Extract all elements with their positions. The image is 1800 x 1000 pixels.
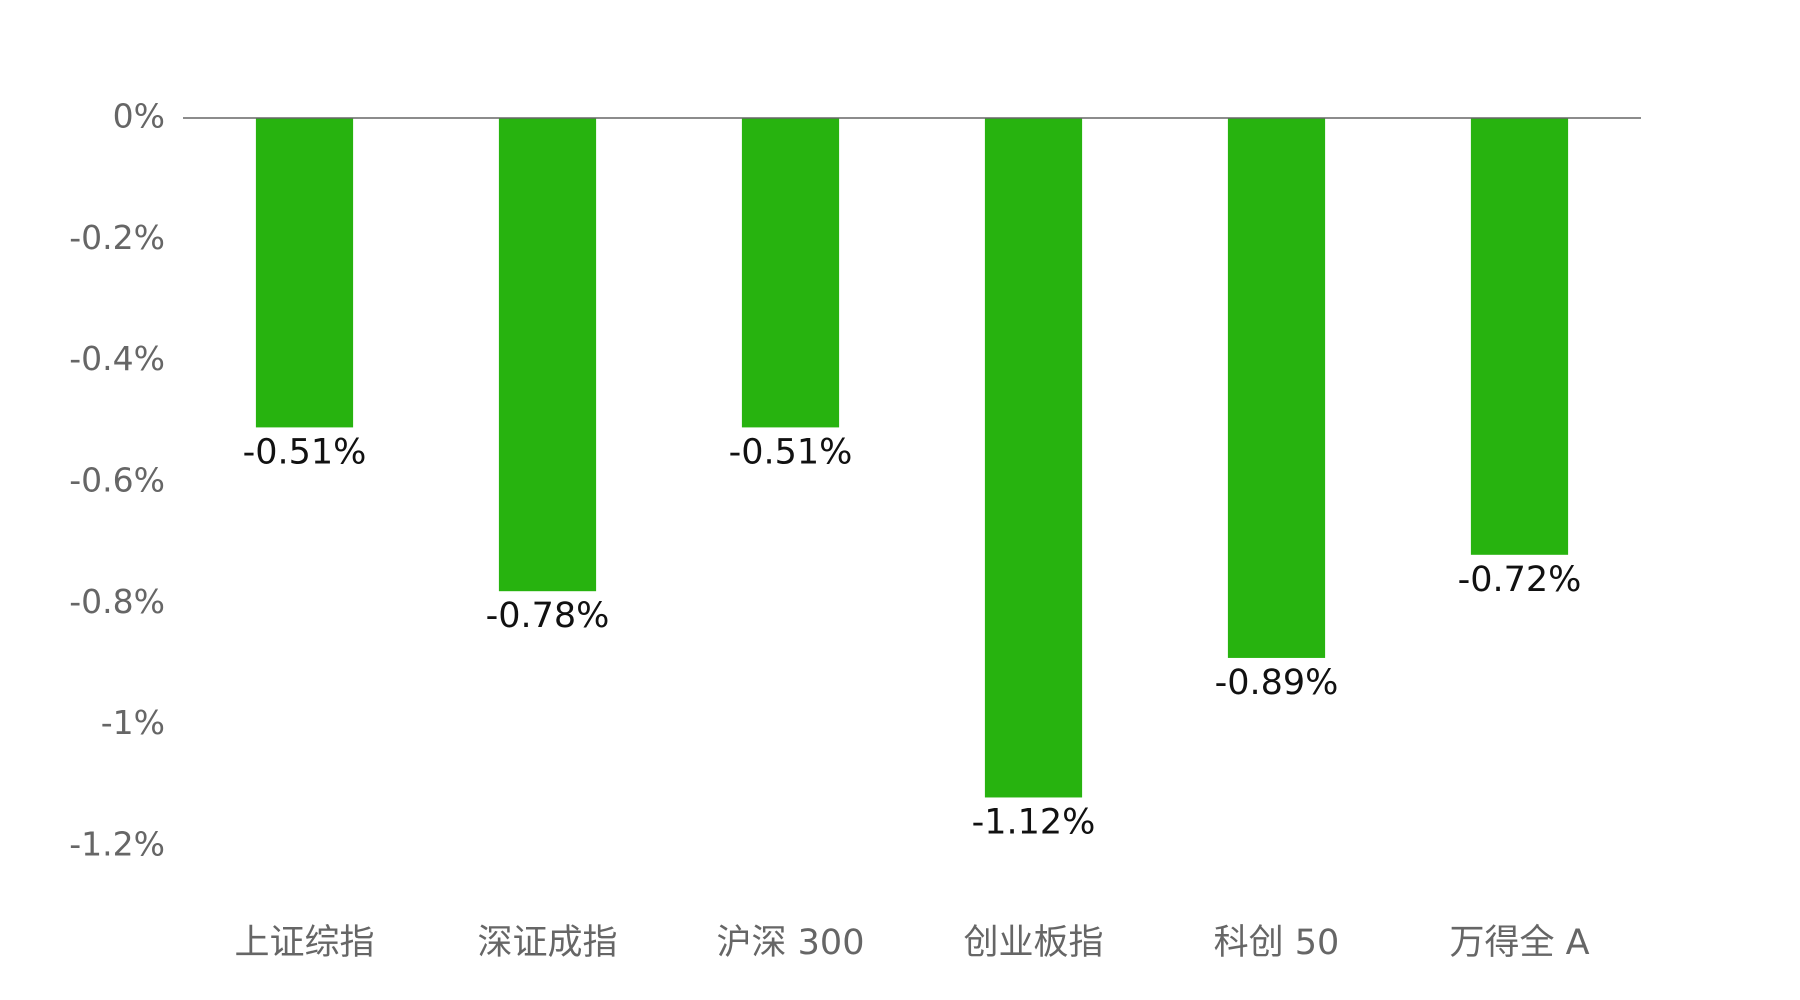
x-tick-label: 科创 50 (1214, 923, 1340, 963)
value-label: -0.78% (486, 596, 610, 636)
x-tick-label: 万得全 A (1449, 923, 1589, 963)
y-tick-label: -0.8% (69, 582, 165, 621)
bar (741, 118, 840, 428)
bar (984, 118, 1083, 798)
x-tick-label: 上证综指 (234, 923, 374, 963)
bar (1227, 118, 1326, 658)
y-tick-label: -1.2% (69, 825, 165, 864)
y-tick-label: -0.2% (69, 218, 165, 257)
value-label: -0.51% (243, 432, 367, 472)
value-label: -0.51% (729, 432, 853, 472)
y-tick-label: -0.4% (69, 339, 165, 378)
bar (255, 118, 354, 428)
value-label: -0.72% (1458, 560, 1582, 600)
x-tick-label: 沪深 300 (717, 923, 865, 963)
bar (498, 118, 597, 592)
value-label: -1.12% (972, 802, 1096, 842)
y-tick-label: -0.6% (69, 461, 165, 500)
y-tick-label: -1% (101, 703, 165, 742)
y-tick-label: 0% (113, 97, 165, 136)
x-tick-label: 创业板指 (963, 923, 1103, 963)
value-label: -0.89% (1215, 663, 1339, 703)
x-tick-label: 深证成指 (477, 923, 617, 963)
bar (1470, 118, 1569, 555)
